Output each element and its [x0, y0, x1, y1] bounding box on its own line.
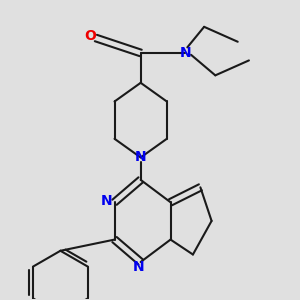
Text: O: O: [84, 29, 96, 43]
Text: N: N: [135, 151, 146, 164]
Text: N: N: [100, 194, 112, 208]
Text: N: N: [180, 46, 191, 60]
Text: N: N: [133, 260, 145, 274]
